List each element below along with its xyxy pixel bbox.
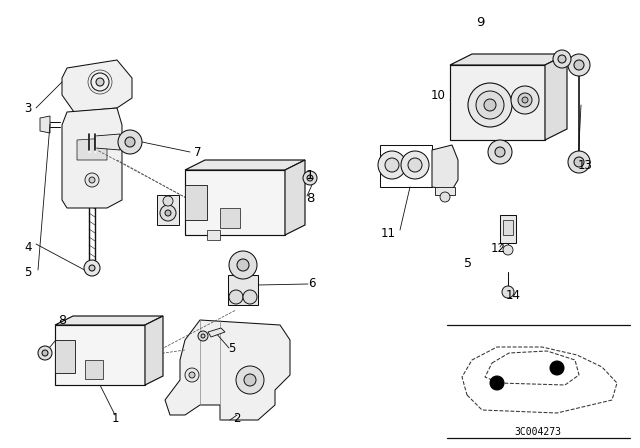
Circle shape [574, 157, 584, 167]
Circle shape [185, 368, 199, 382]
Polygon shape [145, 316, 163, 385]
Polygon shape [55, 340, 75, 373]
Circle shape [495, 147, 505, 157]
Text: 12: 12 [490, 241, 506, 254]
Polygon shape [208, 328, 225, 337]
Circle shape [503, 245, 513, 255]
Text: 8: 8 [306, 191, 314, 204]
Circle shape [502, 286, 514, 298]
Circle shape [189, 372, 195, 378]
Circle shape [198, 331, 208, 341]
Text: 7: 7 [195, 146, 202, 159]
Circle shape [118, 130, 142, 154]
Circle shape [468, 83, 512, 127]
Circle shape [484, 99, 496, 111]
Text: 5: 5 [464, 257, 472, 270]
Polygon shape [207, 230, 220, 240]
Circle shape [307, 175, 313, 181]
Polygon shape [450, 65, 545, 140]
Polygon shape [165, 320, 290, 420]
Text: 6: 6 [308, 276, 316, 289]
Circle shape [89, 265, 95, 271]
Circle shape [476, 91, 504, 119]
Circle shape [522, 97, 528, 103]
Polygon shape [500, 215, 516, 243]
Circle shape [38, 346, 52, 360]
Circle shape [378, 151, 406, 179]
Polygon shape [545, 54, 567, 140]
Text: 3: 3 [24, 102, 32, 115]
Circle shape [511, 86, 539, 114]
Circle shape [550, 361, 564, 375]
Circle shape [84, 260, 100, 276]
Polygon shape [62, 108, 122, 208]
Circle shape [165, 210, 171, 216]
Text: 10: 10 [431, 89, 445, 102]
Polygon shape [62, 60, 132, 112]
Text: 5: 5 [228, 341, 236, 354]
Polygon shape [95, 134, 120, 150]
Circle shape [125, 137, 135, 147]
Circle shape [201, 334, 205, 338]
Circle shape [440, 192, 450, 202]
Text: 4: 4 [24, 241, 32, 254]
Text: 1: 1 [111, 412, 119, 425]
Circle shape [229, 251, 257, 279]
Circle shape [244, 374, 256, 386]
Text: 5: 5 [24, 266, 32, 279]
Polygon shape [77, 138, 107, 160]
Circle shape [303, 171, 317, 185]
Circle shape [401, 151, 429, 179]
Polygon shape [285, 160, 305, 235]
Text: 9: 9 [476, 16, 484, 29]
Polygon shape [185, 185, 207, 220]
Polygon shape [503, 220, 513, 235]
Circle shape [558, 55, 566, 63]
Polygon shape [157, 195, 179, 225]
Circle shape [408, 158, 422, 172]
Circle shape [574, 60, 584, 70]
Polygon shape [185, 160, 305, 170]
Polygon shape [435, 187, 455, 195]
Circle shape [385, 158, 399, 172]
Polygon shape [55, 325, 145, 385]
Circle shape [96, 78, 104, 86]
Circle shape [89, 177, 95, 183]
Polygon shape [55, 316, 163, 325]
Text: 13: 13 [577, 159, 593, 172]
Circle shape [568, 54, 590, 76]
Circle shape [85, 173, 99, 187]
Text: 3C004273: 3C004273 [515, 427, 561, 437]
Circle shape [490, 376, 504, 390]
Circle shape [553, 50, 571, 68]
Circle shape [229, 290, 243, 304]
Text: 8: 8 [58, 314, 66, 327]
Polygon shape [432, 145, 458, 190]
Circle shape [91, 73, 109, 91]
Circle shape [568, 151, 590, 173]
Text: 1: 1 [306, 168, 314, 181]
Polygon shape [220, 208, 240, 228]
Polygon shape [450, 54, 567, 65]
Polygon shape [185, 170, 285, 235]
Circle shape [163, 196, 173, 206]
Circle shape [160, 205, 176, 221]
Circle shape [236, 366, 264, 394]
Circle shape [488, 140, 512, 164]
Polygon shape [85, 360, 103, 379]
Text: 2: 2 [233, 412, 241, 425]
Circle shape [42, 350, 48, 356]
Circle shape [243, 290, 257, 304]
Circle shape [237, 259, 249, 271]
Circle shape [518, 93, 532, 107]
Polygon shape [228, 275, 258, 305]
Text: 14: 14 [506, 289, 520, 302]
Text: 11: 11 [381, 227, 396, 240]
Polygon shape [40, 116, 50, 133]
